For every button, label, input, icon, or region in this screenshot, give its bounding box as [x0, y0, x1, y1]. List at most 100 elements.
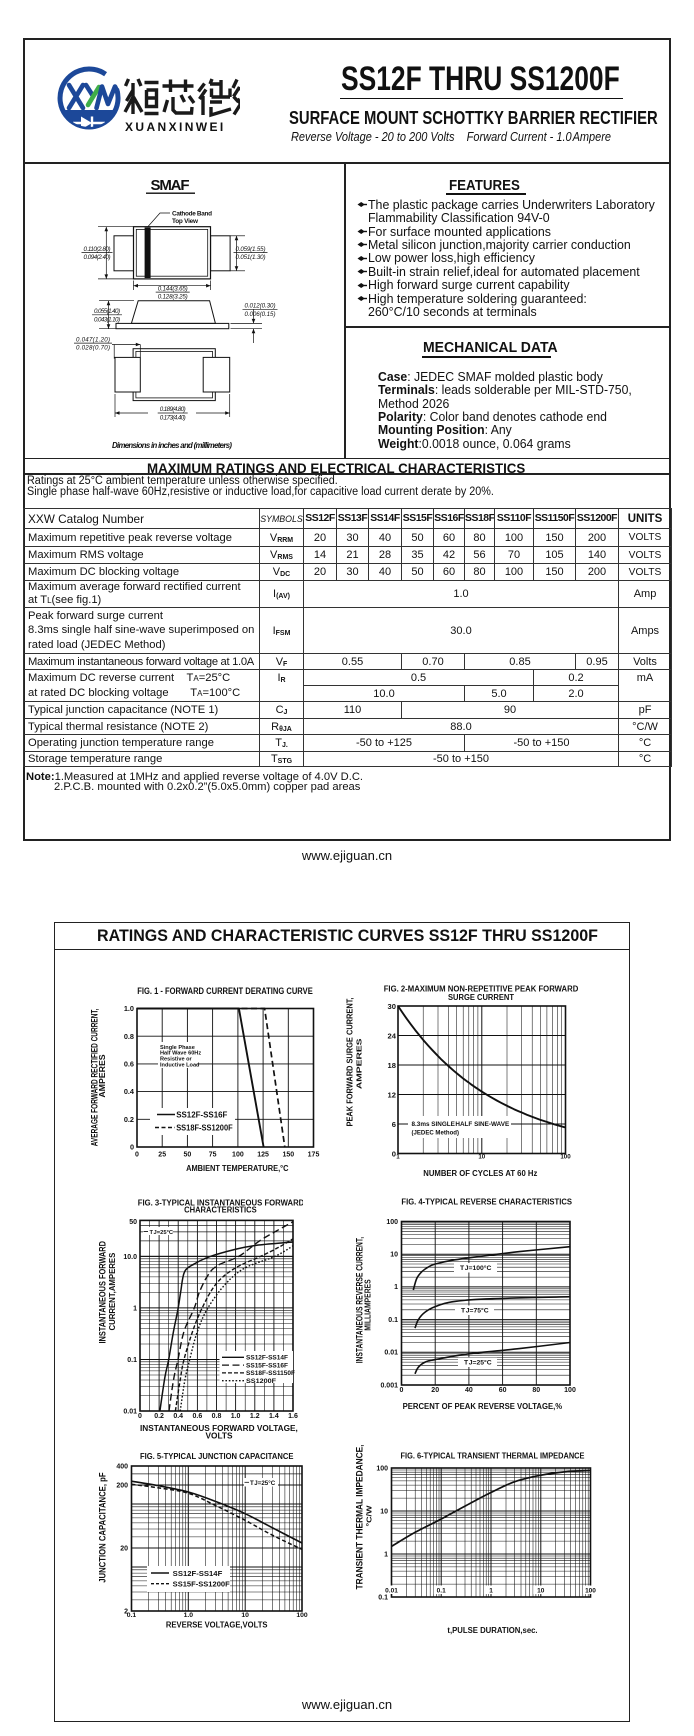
svg-text:Resistive or: Resistive or	[160, 1057, 193, 1063]
svg-text:0.006(0.15): 0.006(0.15)	[245, 311, 276, 318]
svg-text:20: 20	[431, 1387, 439, 1394]
svg-text:1.6: 1.6	[288, 1413, 298, 1420]
svg-text:18: 18	[388, 1061, 396, 1070]
svg-text:SS15F-SS16F: SS15F-SS16F	[246, 1362, 288, 1369]
svg-text:SS12F-SS16F: SS12F-SS16F	[176, 1111, 227, 1120]
svg-text:1: 1	[396, 1154, 400, 1161]
svg-text:SS1200F: SS1200F	[246, 1378, 276, 1385]
svg-text:T J=25°C: T J=25°C	[150, 1230, 174, 1236]
svg-text:INSTANTANEOUS FORWARD VOLTAGE,: INSTANTANEOUS FORWARD VOLTAGE,	[140, 1424, 298, 1433]
svg-text:0.1: 0.1	[437, 1587, 446, 1594]
svg-text:CURRENT,AMPERES: CURRENT,AMPERES	[108, 1252, 117, 1330]
svg-text:Single Phase: Single Phase	[160, 1045, 195, 1051]
svg-text:25: 25	[158, 1152, 166, 1159]
svg-text:PEAK FORWARD SURGE CURRENT,: PEAK FORWARD SURGE CURRENT,	[345, 998, 355, 1127]
svg-text:0.2: 0.2	[154, 1413, 164, 1420]
svg-text:SMAF: SMAF	[151, 177, 190, 194]
svg-text:SURGE CURRENT: SURGE CURRENT	[448, 992, 515, 1002]
svg-text:0.094(2.40): 0.094(2.40)	[84, 254, 111, 261]
svg-text:150: 150	[282, 1152, 294, 1159]
svg-text:60: 60	[499, 1387, 507, 1394]
svg-text:100: 100	[386, 1219, 398, 1226]
svg-text:AVERAGE FORWARD RECTIFIED CURR: AVERAGE FORWARD RECTIFIED CURRENT,	[90, 1009, 101, 1147]
svg-text:0.128(3.25): 0.128(3.25)	[158, 294, 188, 301]
svg-text:0.2: 0.2	[124, 1115, 134, 1124]
svg-text:40: 40	[465, 1387, 473, 1394]
svg-text:400: 400	[116, 1463, 128, 1470]
svg-text:0.1: 0.1	[388, 1317, 398, 1324]
svg-text:1.0: 1.0	[124, 1004, 134, 1013]
svg-text:1: 1	[133, 1305, 137, 1312]
svg-text:1: 1	[489, 1587, 493, 1594]
svg-text:Inductive Load: Inductive Load	[160, 1062, 200, 1068]
svg-text:0.043(1.10): 0.043(1.10)	[94, 316, 120, 323]
svg-text:FIG. 6-TYPICAL TRANSIENT THERM: FIG. 6-TYPICAL TRANSIENT THERMAL IMPEDAN…	[401, 1450, 585, 1460]
svg-text:200: 200	[116, 1482, 128, 1489]
svg-text:10: 10	[537, 1587, 545, 1594]
svg-text:0.173(4.40): 0.173(4.40)	[160, 415, 186, 422]
svg-text:CHARACTERISTICS: CHARACTERISTICS	[184, 1205, 257, 1215]
svg-text:175: 175	[308, 1152, 320, 1159]
svg-text:MILLIAMPERES: MILLIAMPERES	[363, 1279, 373, 1331]
svg-text:t,PULSE DURATION,sec.: t,PULSE DURATION,sec.	[447, 1626, 537, 1635]
svg-text:30: 30	[388, 1002, 396, 1011]
svg-text:0.4: 0.4	[173, 1413, 183, 1420]
svg-text:12: 12	[388, 1090, 396, 1099]
svg-text:8.3ms SINGLE HALF SINE-WAVE: 8.3ms SINGLE HALF SINE-WAVE	[412, 1121, 510, 1128]
svg-text:80: 80	[532, 1387, 540, 1394]
svg-text:FIG. 5-TYPICAL JUNCTION CAPACI: FIG. 5-TYPICAL JUNCTION CAPACITANCE	[140, 1451, 294, 1461]
svg-text:SS12F-SS14F: SS12F-SS14F	[246, 1355, 288, 1362]
svg-text:50: 50	[129, 1219, 137, 1226]
svg-text:0.001: 0.001	[380, 1382, 398, 1389]
svg-text:100: 100	[232, 1152, 244, 1159]
svg-text:Half Wave 60Hz: Half Wave 60Hz	[160, 1051, 201, 1057]
svg-text:1.2: 1.2	[250, 1413, 260, 1420]
svg-text:SS18F-SS1150F: SS18F-SS1150F	[246, 1370, 295, 1377]
svg-text:FIG. 2-MAXIMUM NON-REPETITIVE: FIG. 2-MAXIMUM NON-REPETITIVE PEAK FORWA…	[384, 983, 579, 993]
svg-text:0: 0	[135, 1152, 139, 1159]
svg-text:0.028(0.70): 0.028(0.70)	[76, 345, 110, 352]
svg-text:10.0: 10.0	[123, 1254, 137, 1261]
svg-text:PERCENT OF PEAK REVERSE VOLTAG: PERCENT OF PEAK REVERSE VOLTAGE,%	[403, 1402, 563, 1411]
svg-text:AMPERES: AMPERES	[98, 1054, 107, 1098]
svg-text:(JEDEC Method): (JEDEC Method)	[412, 1130, 460, 1137]
svg-text:FIG. 1 - FORWARD CURRENT DERAT: FIG. 1 - FORWARD CURRENT DERATING CURVE	[137, 986, 313, 996]
svg-text:T J=75°C: T J=75°C	[461, 1307, 489, 1315]
svg-text:100: 100	[585, 1587, 596, 1594]
svg-text:SS12F-SS14F: SS12F-SS14F	[173, 1571, 223, 1578]
svg-text:100: 100	[296, 1612, 308, 1619]
svg-text:0.01: 0.01	[123, 1409, 137, 1416]
svg-text:XUANXINWEI: XUANXINWEI	[125, 120, 226, 134]
svg-text:0.012(0.30): 0.012(0.30)	[245, 303, 276, 310]
svg-text:Cathode Band: Cathode Band	[172, 211, 212, 218]
svg-text:0.01: 0.01	[384, 1350, 398, 1357]
svg-text:0.189(4.80): 0.189(4.80)	[160, 406, 186, 413]
svg-text:10: 10	[241, 1612, 249, 1619]
svg-text:0.6: 0.6	[193, 1413, 203, 1420]
svg-text:0.6: 0.6	[124, 1060, 134, 1069]
svg-text:50: 50	[184, 1152, 192, 1159]
svg-text:0.1: 0.1	[127, 1357, 137, 1364]
svg-text:0.110(2.80): 0.110(2.80)	[84, 246, 111, 253]
svg-text:0.4: 0.4	[124, 1087, 135, 1096]
svg-text:0.047(1.20): 0.047(1.20)	[76, 336, 110, 343]
svg-text:AMBIENT TEMPERATURE,°C: AMBIENT TEMPERATURE,°C	[186, 1164, 289, 1173]
svg-text:100: 100	[560, 1154, 571, 1161]
svg-text:°C/W: °C/W	[365, 1504, 374, 1526]
svg-text:TRANSIENT THERMAL IMPEDANCE,: TRANSIENT THERMAL IMPEDANCE,	[355, 1445, 365, 1590]
svg-text:INSTANTANEOUS REVERSE CURRENT,: INSTANTANEOUS REVERSE CURRENT,	[355, 1237, 365, 1363]
svg-text:REVERSE VOLTAGE,VOLTS: REVERSE VOLTAGE,VOLTS	[166, 1621, 268, 1630]
svg-text:T J=25°C: T J=25°C	[250, 1480, 276, 1487]
svg-text:AMPERES: AMPERES	[355, 1038, 364, 1089]
svg-text:10: 10	[478, 1154, 485, 1161]
svg-text:0: 0	[400, 1387, 404, 1394]
svg-text:0.01: 0.01	[385, 1587, 398, 1594]
svg-text:10: 10	[380, 1508, 388, 1515]
svg-text:10: 10	[390, 1252, 398, 1259]
svg-text:VOLTS: VOLTS	[206, 1432, 234, 1441]
svg-text:SS18F-SS1200F: SS18F-SS1200F	[176, 1124, 233, 1133]
svg-text:SS15F-SS1200F: SS15F-SS1200F	[173, 1582, 231, 1589]
svg-text:6: 6	[392, 1120, 396, 1129]
svg-text:0.051(1.30): 0.051(1.30)	[236, 254, 266, 261]
svg-text:Dimensions in inches and (mill: Dimensions in inches and (millimeters)	[112, 441, 232, 450]
